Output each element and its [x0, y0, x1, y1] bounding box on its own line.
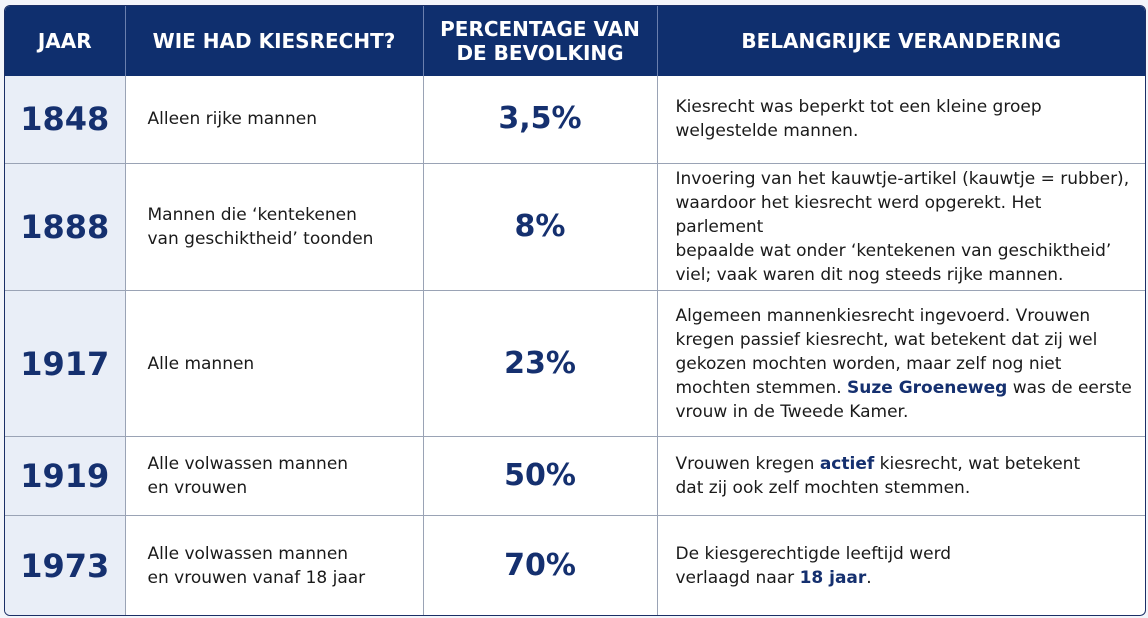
change-text: .	[866, 567, 872, 588]
who-line: Alle volwassen mannen	[147, 543, 349, 564]
header-percentage-line2: DE BEVOLKING	[456, 41, 624, 65]
change-line: kregen passief kiesrecht, wat betekent d…	[675, 329, 1098, 350]
year-cell: 1888	[5, 163, 126, 291]
change-line: Invoering van het kauwtje-artikel (kauwt…	[675, 168, 1130, 189]
change-line: welgestelde mannen.	[675, 121, 859, 142]
change-line: dat zij ook zelf mochten stemmen.	[675, 478, 971, 499]
change-cell: Vrouwen kregen actief kiesrecht, wat bet…	[657, 436, 1145, 517]
change-cell: Invoering van het kauwtje-artikel (kauwt…	[657, 163, 1145, 291]
percentage-cell: 50%	[423, 436, 658, 517]
change-cell: De kiesgerechtigde leeftijd werd verlaagd…	[657, 516, 1145, 615]
change-cell: Kiesrecht was beperkt tot een kleine gro…	[657, 76, 1145, 164]
who-line: en vrouwen vanaf 18 jaar	[147, 567, 366, 588]
percentage-cell: 70%	[423, 515, 658, 615]
who-cell: Alle volwassen mannen en vrouwen vanaf 18…	[125, 515, 424, 615]
change-line: bepaalde wat onder ‘kentekenen van gesch…	[675, 240, 1112, 261]
header-percentage: PERCENTAGE VAN DE BEVOLKING	[423, 6, 658, 76]
table-row: 1919 Alle volwassen mannen en vrouwen 50%…	[5, 436, 1145, 517]
highlight-term: actief	[819, 454, 875, 475]
who-line: Mannen die ‘kentekenen	[147, 204, 357, 225]
who-cell: Alle volwassen mannen en vrouwen	[125, 436, 424, 517]
change-text: kiesrecht, wat betekent	[874, 454, 1081, 475]
who-line: van geschiktheid’ toonden	[147, 228, 374, 249]
change-line: vrouw in de Tweede Kamer.	[675, 401, 909, 422]
change-text: Vrouwen kregen	[675, 454, 820, 475]
table-row: 1848 Alleen rijke mannen 3,5% Kiesrecht …	[5, 76, 1145, 164]
who-cell: Alle mannen	[125, 290, 424, 438]
who-line: Alle mannen	[147, 353, 255, 374]
change-line: gekozen mochten worden, maar zelf nog ni…	[675, 353, 1062, 374]
header-who: WIE HAD KIESRECHT?	[125, 6, 424, 76]
table-row: 1917 Alle mannen 23% Algemeen mannenkies…	[5, 290, 1145, 438]
year-cell: 1848	[5, 76, 126, 164]
header-year: JAAR	[5, 6, 126, 76]
change-text: verlaagd naar	[675, 567, 800, 588]
suffrage-table: JAAR WIE HAD KIESRECHT? PERCENTAGE VAN DE…	[5, 6, 1145, 615]
table-row: 1973 Alle volwassen mannen en vrouwen van…	[5, 515, 1145, 615]
change-line: viel; vaak waren dit nog steeds rijke ma…	[675, 264, 1064, 285]
header-row: JAAR WIE HAD KIESRECHT? PERCENTAGE VAN DE…	[5, 6, 1145, 76]
percentage-cell: 8%	[423, 163, 658, 291]
table-row: 1888 Mannen die ‘kentekenen van geschikth…	[5, 163, 1145, 291]
change-line: waardoor het kiesrecht werd opgerekt. He…	[675, 192, 1042, 237]
year-cell: 1973	[5, 515, 126, 615]
percentage-cell: 3,5%	[423, 76, 658, 164]
change-line: Algemeen mannenkiesrecht ingevoerd. Vrou…	[675, 305, 1091, 326]
year-cell: 1919	[5, 436, 126, 517]
change-text: was de eerste	[1007, 377, 1132, 398]
change-text: mochten stemmen.	[675, 377, 848, 398]
year-cell: 1917	[5, 290, 126, 438]
change-cell: Algemeen mannenkiesrecht ingevoerd. Vrou…	[657, 290, 1145, 438]
change-line: Kiesrecht was beperkt tot een kleine gro…	[675, 97, 1042, 118]
who-line: Alle volwassen mannen	[147, 454, 349, 475]
highlight-name: Suze Groeneweg	[847, 377, 1008, 398]
who-cell: Alleen rijke mannen	[125, 76, 424, 164]
who-line: Alleen rijke mannen	[147, 109, 317, 130]
change-line: De kiesgerechtigde leeftijd werd	[675, 543, 952, 564]
highlight-term: 18 jaar	[799, 567, 867, 588]
suffrage-table-frame: JAAR WIE HAD KIESRECHT? PERCENTAGE VAN DE…	[4, 5, 1146, 616]
who-cell: Mannen die ‘kentekenen van geschiktheid’ …	[125, 163, 424, 291]
header-change: BELANGRIJKE VERANDERING	[657, 6, 1145, 76]
who-line: en vrouwen	[147, 478, 248, 499]
header-percentage-line1: PERCENTAGE VAN	[440, 17, 640, 41]
percentage-cell: 23%	[423, 290, 658, 438]
